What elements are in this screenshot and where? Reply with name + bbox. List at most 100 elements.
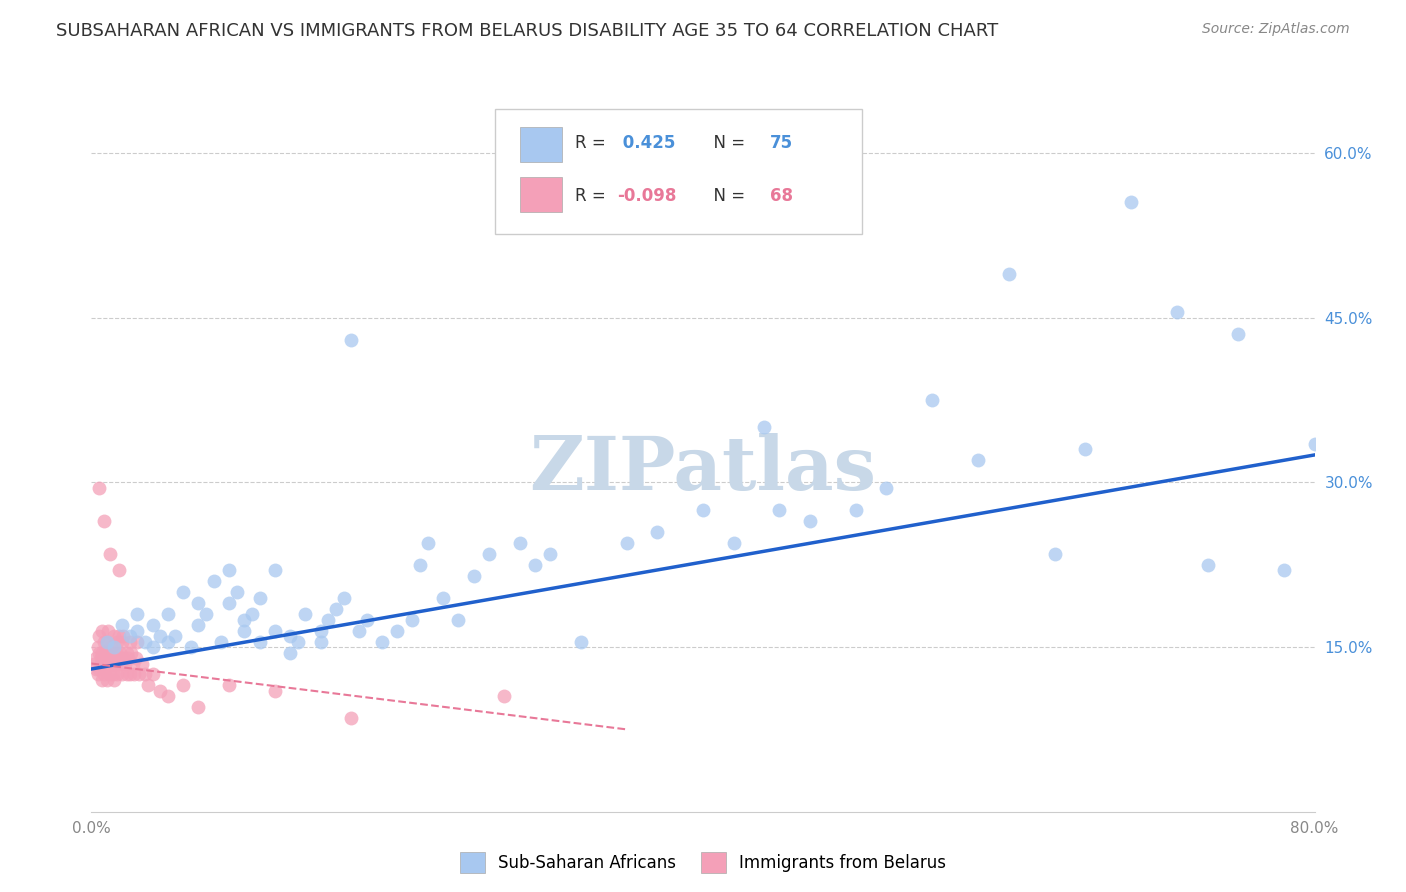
Point xyxy=(385,624,409,638)
Text: SUBSAHARAN AFRICAN VS IMMIGRANTS FROM BELARUS DISABILITY AGE 35 TO 64 CORRELATIO: SUBSAHARAN AFRICAN VS IMMIGRANTS FROM BE… xyxy=(56,22,998,40)
Point xyxy=(112,651,135,665)
Text: ZIPatlas: ZIPatlas xyxy=(530,433,876,506)
Point xyxy=(114,657,136,671)
Point xyxy=(156,607,179,621)
Point xyxy=(93,657,115,671)
FancyBboxPatch shape xyxy=(520,127,562,162)
Text: R =: R = xyxy=(575,187,610,205)
Point xyxy=(156,690,179,704)
Point xyxy=(325,601,347,615)
Point xyxy=(692,503,714,517)
Text: N =: N = xyxy=(703,134,751,152)
Point xyxy=(141,640,163,654)
Point xyxy=(115,646,138,660)
Point xyxy=(111,618,134,632)
Text: -0.098: -0.098 xyxy=(617,187,676,205)
Point xyxy=(91,624,114,638)
Point xyxy=(225,585,247,599)
Point xyxy=(172,678,194,692)
Point xyxy=(91,673,114,687)
Point xyxy=(249,591,271,605)
Point xyxy=(87,481,110,495)
Point xyxy=(86,640,108,654)
Point xyxy=(141,667,163,681)
Point xyxy=(233,613,256,627)
Point xyxy=(100,657,122,671)
Point xyxy=(90,651,112,665)
Point xyxy=(96,634,118,648)
Point xyxy=(98,667,121,681)
Text: 75: 75 xyxy=(770,134,793,152)
Point xyxy=(249,634,271,648)
Point xyxy=(264,563,287,577)
Point xyxy=(97,624,120,638)
Point xyxy=(463,568,485,582)
Point xyxy=(264,624,287,638)
Point xyxy=(103,673,125,687)
Point xyxy=(845,503,868,517)
Point xyxy=(523,558,546,572)
Point xyxy=(110,646,132,660)
Point xyxy=(96,634,118,648)
Point xyxy=(108,563,131,577)
Point xyxy=(111,634,134,648)
Point xyxy=(998,267,1021,281)
Point xyxy=(127,624,149,638)
Point xyxy=(209,634,232,648)
Point xyxy=(294,607,316,621)
Point xyxy=(416,535,439,549)
Point xyxy=(101,667,124,681)
Point xyxy=(340,333,363,347)
Point xyxy=(340,711,363,725)
Point xyxy=(356,613,378,627)
Point xyxy=(187,618,209,632)
Point xyxy=(233,624,256,638)
Point xyxy=(1166,305,1188,319)
Text: 68: 68 xyxy=(770,187,793,205)
Point xyxy=(111,667,134,681)
Point xyxy=(134,634,156,648)
Point xyxy=(569,634,592,648)
Point xyxy=(318,613,340,627)
Point xyxy=(149,684,172,698)
Point xyxy=(105,667,128,681)
Point xyxy=(103,629,125,643)
Point xyxy=(118,629,141,643)
Point xyxy=(187,596,209,610)
Point xyxy=(1197,558,1219,572)
Point xyxy=(202,574,225,589)
Point xyxy=(645,524,668,539)
Point xyxy=(105,634,128,648)
Point xyxy=(1074,442,1097,457)
Point xyxy=(1043,547,1066,561)
Point xyxy=(104,657,127,671)
Point xyxy=(494,690,516,704)
Text: 0.425: 0.425 xyxy=(617,134,676,152)
Point xyxy=(172,585,194,599)
Point xyxy=(409,558,432,572)
Point xyxy=(478,547,501,561)
Point xyxy=(187,700,209,714)
Point xyxy=(218,678,240,692)
Point xyxy=(96,646,118,660)
Point xyxy=(616,535,638,549)
Point xyxy=(278,629,301,643)
Point xyxy=(875,481,898,495)
Point xyxy=(101,646,124,660)
Point xyxy=(93,667,115,681)
Point xyxy=(141,618,163,632)
Text: N =: N = xyxy=(703,187,751,205)
Point xyxy=(538,547,561,561)
Point xyxy=(127,634,149,648)
Point xyxy=(347,624,370,638)
Point xyxy=(240,607,263,621)
Point xyxy=(121,657,143,671)
Point xyxy=(1272,563,1295,577)
Point xyxy=(371,634,394,648)
Point xyxy=(120,646,142,660)
Point xyxy=(136,678,159,692)
Point xyxy=(91,646,114,660)
Point xyxy=(98,547,121,561)
Point xyxy=(84,662,107,676)
Point xyxy=(134,667,156,681)
